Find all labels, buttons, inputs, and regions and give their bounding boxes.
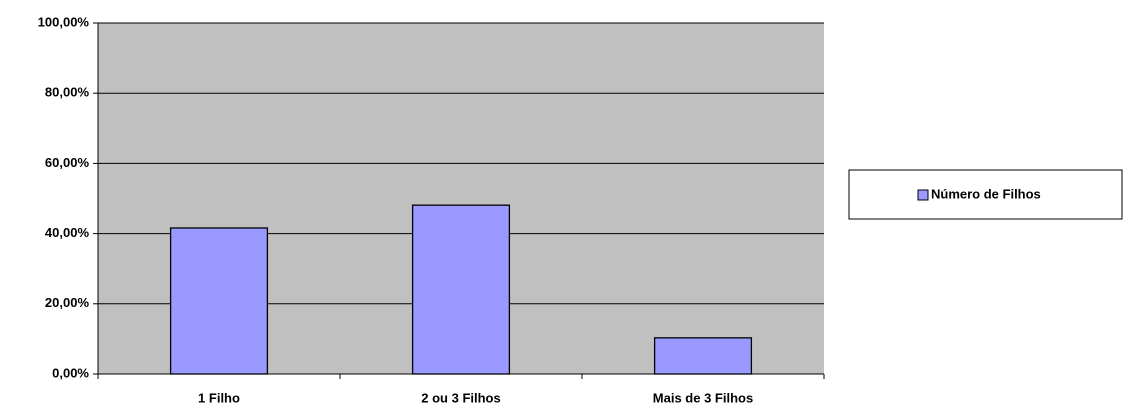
y-tick-label: 80,00% xyxy=(45,85,90,100)
y-tick-label: 60,00% xyxy=(45,155,90,170)
y-tick-label: 40,00% xyxy=(45,225,90,240)
x-tick-label: 1 Filho xyxy=(198,390,240,405)
x-tick-label: Mais de 3 Filhos xyxy=(653,390,753,405)
bar xyxy=(653,337,753,375)
y-tick-label: 20,00% xyxy=(45,295,90,310)
bar xyxy=(169,227,269,375)
legend-box xyxy=(848,169,1123,220)
x-tick-label: 2 ou 3 Filhos xyxy=(421,390,500,405)
y-tick-label: 0,00% xyxy=(52,365,89,380)
y-tick-label: 100,00% xyxy=(38,14,90,29)
bar xyxy=(411,204,511,375)
legend-label: Número de Filhos xyxy=(931,186,1041,201)
legend-swatch xyxy=(917,189,929,201)
